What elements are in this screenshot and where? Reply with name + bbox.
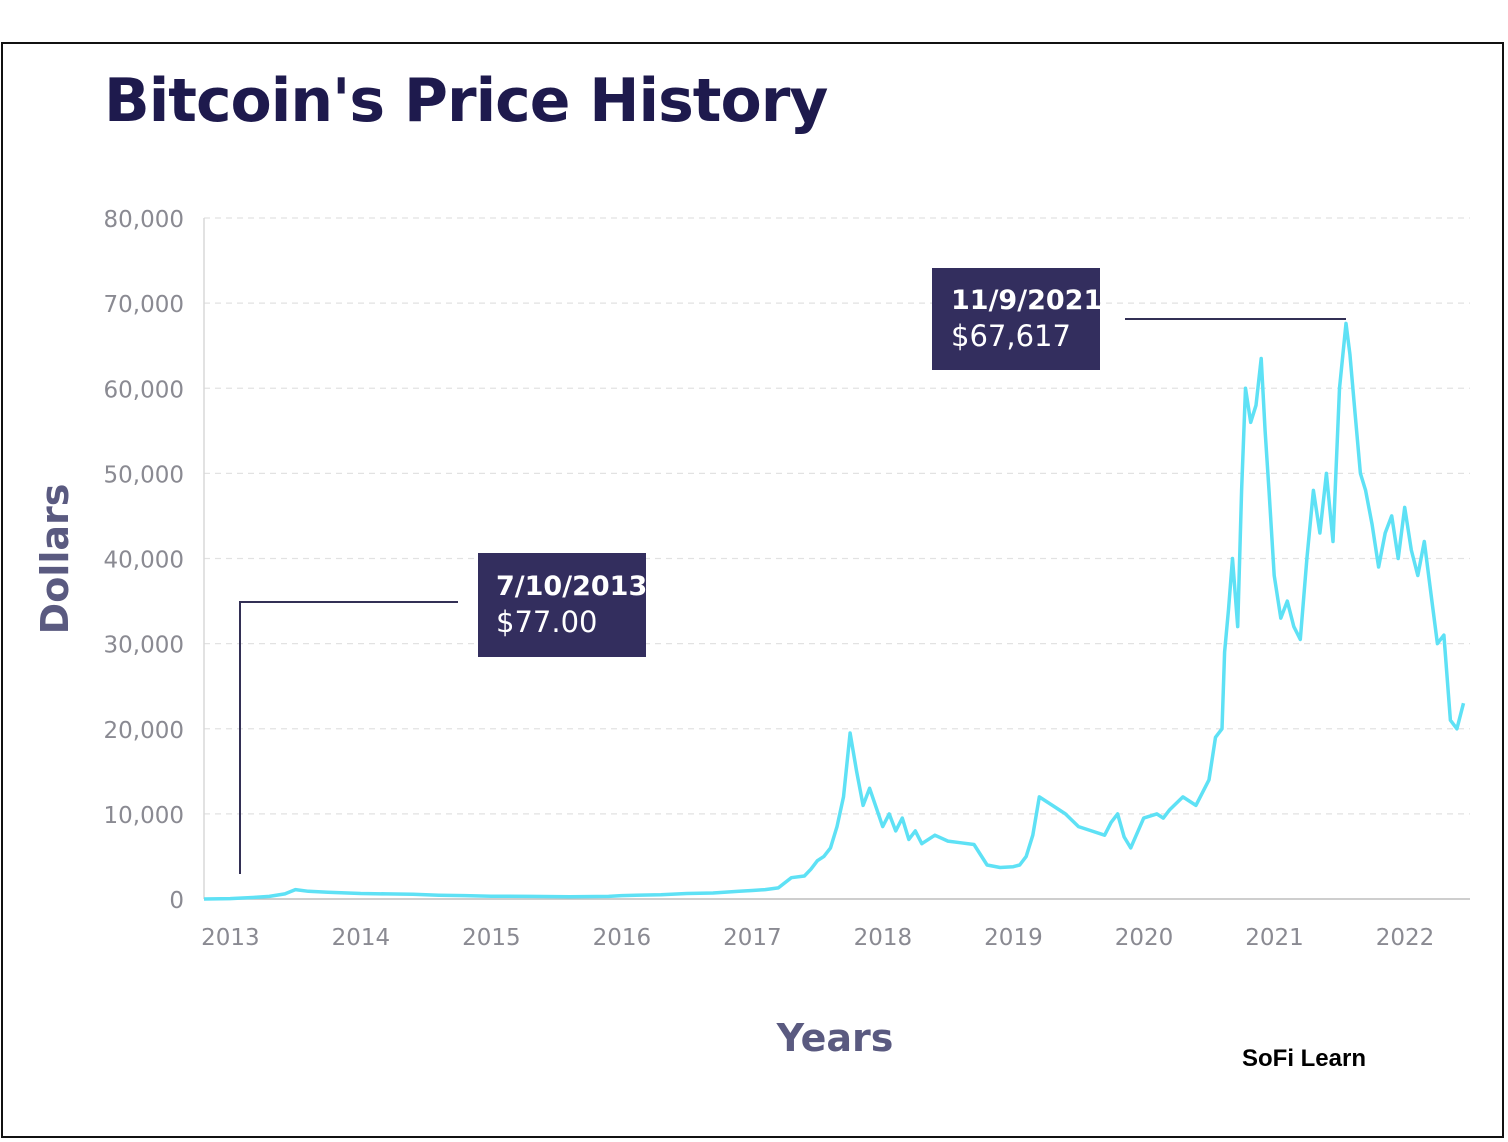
chart-title: Bitcoin's Price History — [104, 66, 828, 136]
brand-logo: SoFi Learn — [1242, 1045, 1366, 1072]
x-tick-label: 2020 — [1115, 925, 1174, 951]
y-tick-label: 50,000 — [104, 462, 184, 488]
gridlines — [204, 217, 1470, 815]
x-tick-label: 2017 — [723, 925, 782, 951]
callout-2021-box — [932, 268, 1100, 370]
x-axis-ticks: 2013 2014 2015 2016 2017 2018 2019 2020 2021 2022 — [201, 925, 1434, 951]
chart-frame — [1, 42, 1504, 1138]
x-tick-label: 2022 — [1376, 925, 1435, 951]
y-tick-label: 10,000 — [104, 803, 184, 829]
callout-2021-price: $67,617 — [951, 319, 1071, 353]
x-tick-label: 2016 — [593, 925, 652, 951]
y-tick-label: 80,000 — [104, 207, 184, 233]
y-axis-ticks: 0 10,000 20,000 30,000 40,000 50,000 60,000 70,… — [104, 207, 184, 914]
price-line — [203, 321, 1466, 901]
callout-2013-price: $77.00 — [496, 605, 597, 639]
y-tick-label: 0 — [169, 888, 184, 914]
y-tick-label: 70,000 — [104, 292, 184, 318]
y-axis-title: Dollars — [33, 484, 77, 635]
callout-2021: 11/9/2021 $67,617 — [932, 268, 1346, 370]
callout-2013-date: 7/10/2013 — [496, 571, 647, 602]
y-tick-label: 20,000 — [104, 718, 184, 744]
x-tick-label: 2013 — [201, 925, 260, 951]
callout-2013-box — [478, 553, 646, 657]
callout-2013-leader — [239, 601, 458, 874]
y-tick-label: 60,000 — [104, 377, 184, 403]
x-tick-label: 2015 — [462, 925, 521, 951]
callout-2021-date: 11/9/2021 — [951, 285, 1102, 316]
x-tick-label: 2019 — [984, 925, 1043, 951]
y-tick-label: 30,000 — [104, 633, 184, 659]
x-tick-label: 2018 — [854, 925, 913, 951]
x-tick-label: 2021 — [1245, 925, 1304, 951]
y-tick-label: 40,000 — [104, 548, 184, 574]
x-axis-title: Years — [776, 1016, 894, 1060]
callout-2013: 7/10/2013 $77.00 — [239, 553, 647, 874]
x-tick-label: 2014 — [332, 925, 391, 951]
